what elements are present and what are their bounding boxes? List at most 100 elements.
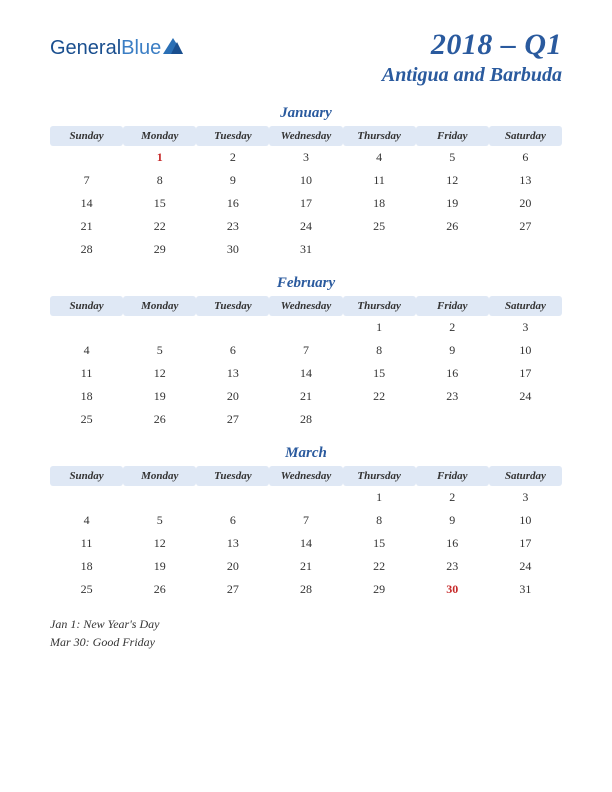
holiday-entry: Jan 1: New Year's Day <box>50 615 562 633</box>
calendar-row: 45678910 <box>50 339 562 362</box>
month-block: JanuarySundayMondayTuesdayWednesdayThurs… <box>50 105 562 261</box>
calendar-cell <box>123 316 196 339</box>
weekday-header: Tuesday <box>196 126 269 146</box>
calendar-cell: 13 <box>489 169 562 192</box>
weekday-header: Friday <box>416 126 489 146</box>
weekday-header: Sunday <box>50 296 123 316</box>
calendar-cell: 7 <box>50 169 123 192</box>
title-sub: Antigua and Barbuda <box>382 64 562 87</box>
calendar-cell: 17 <box>489 362 562 385</box>
calendar-cell: 16 <box>416 532 489 555</box>
calendar-cell: 28 <box>269 578 342 601</box>
calendar-cell: 15 <box>343 362 416 385</box>
calendar-cell: 20 <box>196 385 269 408</box>
calendar-cell: 4 <box>50 509 123 532</box>
calendar-cell <box>343 238 416 261</box>
month-block: February SundayMondayTuesdayWednesdayThur… <box>50 275 562 431</box>
calendar-cell <box>50 316 123 339</box>
calendar-cell: 3 <box>489 316 562 339</box>
calendar-table: SundayMondayTuesdayWednesdayThursdayFrid… <box>50 296 562 431</box>
calendar-cell: 26 <box>416 215 489 238</box>
holiday-list: Jan 1: New Year's DayMar 30: Good Friday <box>50 615 562 651</box>
calendar-cell: 9 <box>196 169 269 192</box>
header-row: GeneralBlue 2018 – Q1 Antigua and Barbud… <box>50 28 562 87</box>
title-block: 2018 – Q1 Antigua and Barbuda <box>382 28 562 87</box>
calendar-cell: 20 <box>196 555 269 578</box>
calendar-cell: 8 <box>343 339 416 362</box>
calendar-cell: 7 <box>269 339 342 362</box>
calendar-cell: 10 <box>489 339 562 362</box>
calendar-cell: 5 <box>416 146 489 169</box>
calendar-cell: 12 <box>123 532 196 555</box>
calendar-cell: 25 <box>50 408 123 431</box>
logo-text-2: Blue <box>121 37 161 60</box>
calendar-cell: 14 <box>269 362 342 385</box>
calendar-cell: 24 <box>269 215 342 238</box>
calendar-table: SundayMondayTuesdayWednesdayThursdayFrid… <box>50 466 562 601</box>
calendar-cell: 28 <box>50 238 123 261</box>
calendar-cell: 1 <box>343 316 416 339</box>
calendar-row: 14151617181920 <box>50 192 562 215</box>
calendar-cell: 4 <box>50 339 123 362</box>
month-name: February <box>50 275 562 292</box>
calendar-cell: 1 <box>343 486 416 509</box>
calendar-row: 25262728 <box>50 408 562 431</box>
calendar-cell: 15 <box>343 532 416 555</box>
calendar-cell <box>489 238 562 261</box>
calendar-cell <box>269 486 342 509</box>
calendar-cell: 6 <box>196 509 269 532</box>
calendar-cell: 16 <box>416 362 489 385</box>
calendar-cell: 14 <box>269 532 342 555</box>
calendar-cell: 4 <box>343 146 416 169</box>
calendar-cell <box>50 486 123 509</box>
calendar-row: 123 <box>50 486 562 509</box>
calendar-cell: 27 <box>489 215 562 238</box>
calendar-cell: 22 <box>123 215 196 238</box>
calendar-cell: 3 <box>489 486 562 509</box>
calendar-cell: 23 <box>416 385 489 408</box>
calendar-cell: 19 <box>416 192 489 215</box>
weekday-header: Tuesday <box>196 296 269 316</box>
calendar-row: 21222324252627 <box>50 215 562 238</box>
calendar-cell: 13 <box>196 362 269 385</box>
calendar-cell: 20 <box>489 192 562 215</box>
calendar-cell: 21 <box>269 555 342 578</box>
calendar-cell: 22 <box>343 385 416 408</box>
calendar-row: 11121314151617 <box>50 362 562 385</box>
calendar-row: 11121314151617 <box>50 532 562 555</box>
calendar-cell: 15 <box>123 192 196 215</box>
weekday-header: Thursday <box>343 296 416 316</box>
calendar-cell: 25 <box>343 215 416 238</box>
month-name: January <box>50 105 562 122</box>
calendar-cell: 11 <box>50 362 123 385</box>
calendar-cell: 23 <box>196 215 269 238</box>
calendar-cell: 17 <box>489 532 562 555</box>
calendar-cell: 6 <box>196 339 269 362</box>
weekday-header: Tuesday <box>196 466 269 486</box>
weekday-header: Thursday <box>343 466 416 486</box>
weekday-header: Sunday <box>50 126 123 146</box>
calendar-cell: 8 <box>123 169 196 192</box>
logo-text-1: General <box>50 37 121 60</box>
calendar-cell: 26 <box>123 578 196 601</box>
calendar-cell: 26 <box>123 408 196 431</box>
calendar-cell: 2 <box>416 316 489 339</box>
calendar-cell: 9 <box>416 339 489 362</box>
calendar-cell: 19 <box>123 555 196 578</box>
weekday-header: Friday <box>416 466 489 486</box>
calendar-cell <box>489 408 562 431</box>
weekday-header: Monday <box>123 296 196 316</box>
calendar-cell <box>416 238 489 261</box>
calendar-row: 18192021222324 <box>50 555 562 578</box>
weekday-header: Saturday <box>489 296 562 316</box>
calendar-cell: 29 <box>123 238 196 261</box>
month-block: MarchSundayMondayTuesdayWednesdayThursda… <box>50 445 562 601</box>
calendar-cell: 18 <box>50 555 123 578</box>
calendar-cell: 28 <box>269 408 342 431</box>
logo: GeneralBlue <box>50 28 183 60</box>
weekday-header: Sunday <box>50 466 123 486</box>
calendar-cell: 18 <box>50 385 123 408</box>
calendar-cell: 10 <box>489 509 562 532</box>
calendar-cell: 2 <box>196 146 269 169</box>
calendar-cell: 30 <box>196 238 269 261</box>
